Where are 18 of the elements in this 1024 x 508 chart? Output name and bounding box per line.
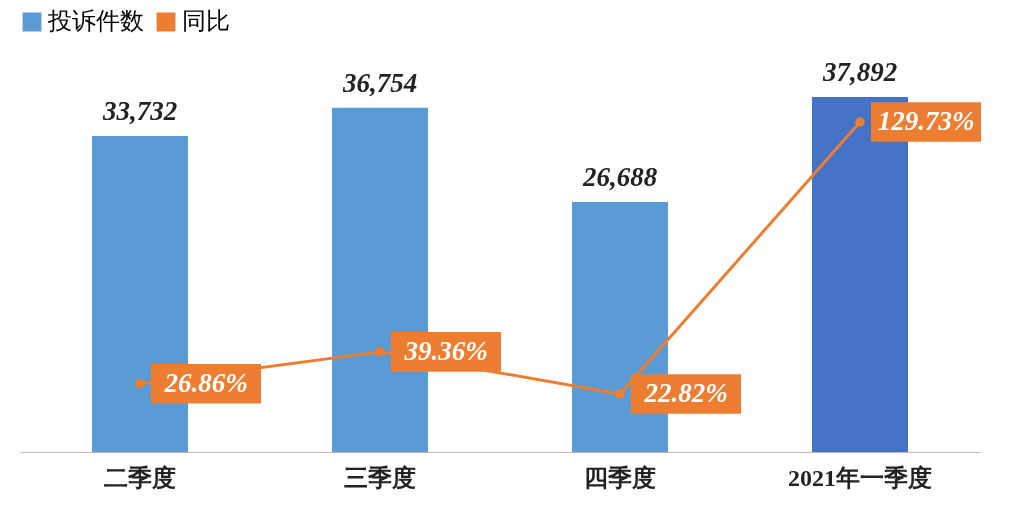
data-label: 37,892 [821,57,898,87]
data-label: 39.36% [403,335,488,366]
data-label: 36,754 [341,67,418,98]
data-label: 129.73% [877,106,975,136]
data-label: 33,732 [101,95,178,126]
data-label: 26.86% [163,367,248,398]
x-tick-label: 三季度 [344,464,416,491]
data-label: 26,688 [581,161,658,192]
point [855,117,865,127]
x-tick-label: 2021年一季度 [788,464,932,491]
x-tick-label: 二季度 [104,464,176,491]
point [615,389,625,399]
legend-label: 同比 [182,7,230,35]
legend-label: 投诉件数 [47,7,144,35]
x-tick-label: 四季度 [584,464,656,491]
data-label: 22.82% [643,377,728,408]
point [135,378,145,389]
point [375,347,385,357]
